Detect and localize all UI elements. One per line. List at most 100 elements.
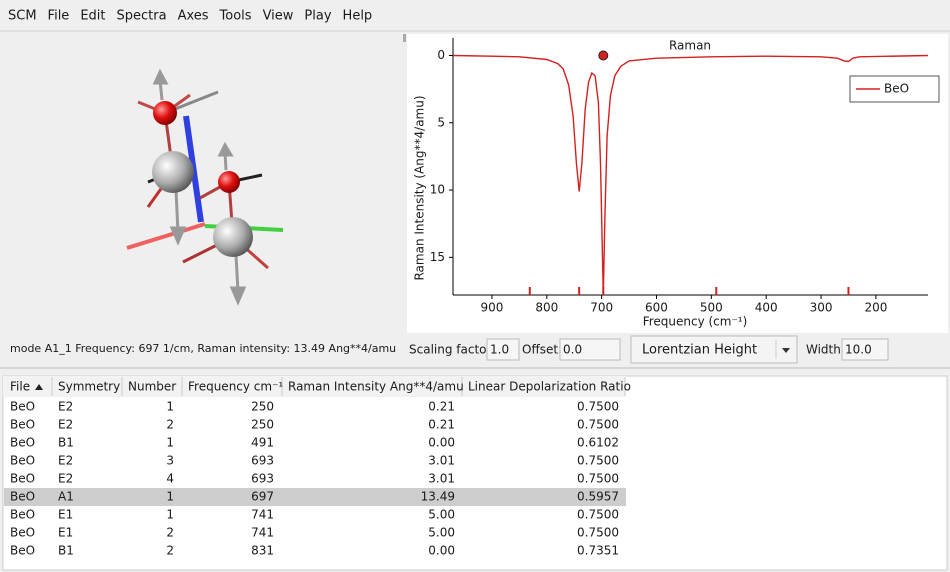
x-tick-label: 300 bbox=[810, 301, 833, 315]
table-cell: B1 bbox=[58, 544, 74, 558]
menu-item[interactable]: Tools bbox=[219, 9, 252, 24]
table-cell: A1 bbox=[58, 490, 74, 504]
table-cell: 0.7500 bbox=[577, 400, 619, 414]
table-cell: 741 bbox=[251, 508, 274, 522]
table-cell[interactable]: BeO bbox=[10, 454, 35, 468]
table-cell: 3 bbox=[166, 454, 174, 468]
width-label: Width: bbox=[806, 343, 845, 357]
table-cell: 1 bbox=[166, 508, 174, 522]
x-axis-label: Frequency (cm⁻¹) bbox=[643, 315, 748, 329]
table-cell: 250 bbox=[251, 418, 274, 432]
chart-title: Raman bbox=[669, 39, 711, 53]
atom-be bbox=[152, 151, 194, 193]
y-tick-label: 10 bbox=[430, 183, 445, 197]
menu-item[interactable]: View bbox=[263, 9, 294, 24]
table-cell[interactable]: BeO bbox=[10, 490, 35, 504]
column-header[interactable]: Linear Depolarization Ratio bbox=[468, 380, 631, 394]
scaling-label: Scaling factor: bbox=[409, 343, 495, 357]
atom-o bbox=[218, 171, 240, 193]
column-header[interactable]: Symmetry bbox=[58, 380, 120, 394]
table-cell: 1 bbox=[166, 436, 174, 450]
menu-item[interactable]: Play bbox=[304, 9, 331, 24]
menu-item[interactable]: Axes bbox=[178, 9, 209, 24]
atom-be bbox=[213, 217, 253, 257]
lineshape-value: Lorentzian Height bbox=[642, 343, 757, 358]
x-tick-label: 900 bbox=[480, 301, 503, 315]
y-axis-label: Raman Intensity (Ang**4/amu) bbox=[413, 95, 427, 280]
offset-value: 0.0 bbox=[563, 343, 582, 357]
table-cell[interactable]: BeO bbox=[10, 544, 35, 558]
column-header[interactable]: Number bbox=[128, 380, 176, 394]
table-cell[interactable]: BeO bbox=[10, 526, 35, 540]
legend-label: BeO bbox=[884, 82, 909, 96]
selected-row-bg bbox=[4, 488, 626, 506]
table-cell: 0.7500 bbox=[577, 526, 619, 540]
table-cell: 1 bbox=[166, 490, 174, 504]
table-cell: E2 bbox=[58, 472, 73, 486]
table-cell: 4 bbox=[166, 472, 174, 486]
x-tick-label: 400 bbox=[755, 301, 778, 315]
table-cell: E2 bbox=[58, 454, 73, 468]
table-cell: 250 bbox=[251, 400, 274, 414]
table-cell: 0.7500 bbox=[577, 508, 619, 522]
menu-item[interactable]: Edit bbox=[80, 9, 105, 24]
x-tick-label: 200 bbox=[864, 301, 887, 315]
table-cell: 1 bbox=[166, 400, 174, 414]
table-cell[interactable]: BeO bbox=[10, 418, 35, 432]
x-tick-label: 500 bbox=[700, 301, 723, 315]
column-header[interactable]: File bbox=[10, 380, 30, 394]
table-cell: 0.6102 bbox=[577, 436, 619, 450]
table-cell: 0.7500 bbox=[577, 472, 619, 486]
table-cell: E2 bbox=[58, 418, 73, 432]
table-cell: 0.21 bbox=[428, 418, 455, 432]
table-cell: 5.00 bbox=[428, 508, 455, 522]
table-cell[interactable]: BeO bbox=[10, 400, 35, 414]
x-tick-label: 800 bbox=[535, 301, 558, 315]
offset-label: Offset: bbox=[522, 343, 562, 357]
table-cell: 3.01 bbox=[428, 472, 455, 486]
table-cell[interactable]: BeO bbox=[10, 436, 35, 450]
width-value: 10.0 bbox=[845, 343, 872, 357]
table-cell: 693 bbox=[251, 454, 274, 468]
table-cell: 741 bbox=[251, 526, 274, 540]
y-tick-label: 15 bbox=[430, 250, 445, 264]
table-cell: 2 bbox=[166, 544, 174, 558]
table-cell: 2 bbox=[166, 526, 174, 540]
table-cell: 831 bbox=[251, 544, 274, 558]
table-cell: 491 bbox=[251, 436, 274, 450]
table-cell: B1 bbox=[58, 436, 74, 450]
table-cell: E1 bbox=[58, 526, 73, 540]
table bbox=[3, 376, 947, 570]
table-cell: 0.5957 bbox=[577, 490, 619, 504]
atom-o bbox=[153, 101, 177, 125]
column-header[interactable]: Raman Intensity Ang**4/amu bbox=[288, 380, 464, 394]
table-cell[interactable]: BeO bbox=[10, 508, 35, 522]
table-cell: 5.00 bbox=[428, 526, 455, 540]
table-cell[interactable]: BeO bbox=[10, 472, 35, 486]
table-cell: 13.49 bbox=[421, 490, 455, 504]
menu-item[interactable]: File bbox=[48, 9, 70, 24]
x-tick-label: 700 bbox=[590, 301, 613, 315]
column-header[interactable]: Frequency cm⁻¹ bbox=[188, 380, 283, 394]
table-cell: 0.7500 bbox=[577, 418, 619, 432]
table-cell: 0.21 bbox=[428, 400, 455, 414]
table-cell: 693 bbox=[251, 472, 274, 486]
table-cell: E1 bbox=[58, 508, 73, 522]
table-cell: 0.00 bbox=[428, 544, 455, 558]
menu-item[interactable]: Spectra bbox=[117, 9, 167, 24]
menu-item[interactable]: SCM bbox=[8, 9, 37, 24]
y-tick-label: 5 bbox=[437, 115, 445, 129]
table-cell: 0.7351 bbox=[577, 544, 619, 558]
y-tick-label: 0 bbox=[437, 48, 445, 62]
molecule-viewer bbox=[2, 34, 400, 334]
selected-mode-marker[interactable] bbox=[599, 51, 608, 60]
table-cell: 2 bbox=[166, 418, 174, 432]
scaling-value: 1.0 bbox=[490, 343, 509, 357]
viewer-bg bbox=[2, 34, 400, 334]
menu-item[interactable]: Help bbox=[343, 9, 373, 24]
table-cell: 697 bbox=[251, 490, 274, 504]
table-cell: 0.00 bbox=[428, 436, 455, 450]
splitter-handle[interactable] bbox=[403, 34, 406, 42]
table-cell: E2 bbox=[58, 400, 73, 414]
